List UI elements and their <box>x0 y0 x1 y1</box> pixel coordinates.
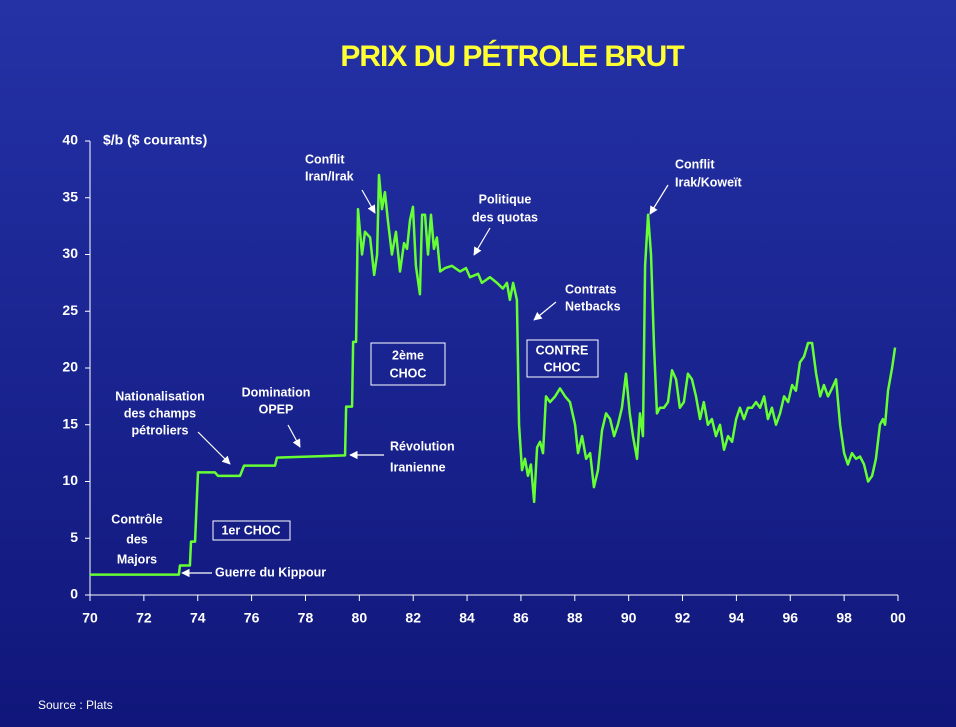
annotation: des quotas <box>472 210 538 224</box>
y-tick-label: 35 <box>62 188 78 204</box>
annotation: Contrats <box>565 282 616 296</box>
annotation: Domination <box>242 385 311 399</box>
y-tick-label: 30 <box>62 245 78 261</box>
annotation: Iran/Irak <box>305 169 354 183</box>
annotation: pétroliers <box>132 423 189 437</box>
annotation: Révolution <box>390 439 455 453</box>
annotation-box <box>370 342 446 386</box>
x-tick-label: 94 <box>729 610 745 626</box>
x-tick-label: 80 <box>352 610 368 626</box>
annotation: CHOC <box>390 366 427 380</box>
x-tick-label: 78 <box>298 610 314 626</box>
annotation: CONTRE <box>536 343 589 357</box>
price-line <box>90 173 897 576</box>
x-tick-label: 72 <box>136 610 152 626</box>
annotation-arrow <box>361 189 376 214</box>
x-tick-label: 82 <box>405 610 421 626</box>
y-tick-label: 25 <box>62 302 78 318</box>
annotation: Nationalisation <box>115 389 205 403</box>
x-tick-label: 98 <box>836 610 852 626</box>
annotation: Conflit <box>305 152 345 166</box>
y-tick-label: 5 <box>70 529 78 545</box>
annotation: des <box>126 532 148 546</box>
annotation: Netbacks <box>565 299 621 313</box>
x-tick-label: 86 <box>513 610 529 626</box>
y-tick-label: 10 <box>62 472 78 488</box>
annotation: 1er CHOC <box>221 523 280 537</box>
chart-title: PRIX DU PÉTROLE BRUT <box>340 39 684 73</box>
x-tick-label: 00 <box>890 610 906 626</box>
annotation: Conflit <box>675 157 715 171</box>
y-tick-label: 0 <box>70 586 78 602</box>
y-tick-label: 40 <box>62 132 78 148</box>
annotation: Irak/Koweït <box>675 175 743 189</box>
x-tick-label: 90 <box>621 610 637 626</box>
annotation-arrow <box>197 431 231 465</box>
annotation: Guerre du Kippour <box>215 565 326 579</box>
x-tick-label: 74 <box>190 610 206 626</box>
y-axis-label: $/b ($ courants) <box>103 132 207 148</box>
annotation-box <box>212 520 291 541</box>
annotation: Iranienne <box>390 460 446 474</box>
annotation: Contrôle <box>111 512 162 526</box>
x-tick-label: 92 <box>675 610 691 626</box>
annotation: OPEP <box>259 402 294 416</box>
annotation-arrow <box>533 301 557 321</box>
x-tick-label: 84 <box>459 610 475 626</box>
annotation-box <box>526 339 599 378</box>
x-tick-label: 76 <box>244 610 260 626</box>
annotation-arrow <box>649 184 669 215</box>
y-tick-label: 20 <box>62 359 78 375</box>
source: Source : Plats <box>38 698 113 712</box>
annotation-arrow <box>287 424 301 448</box>
annotation-arrow <box>473 227 491 256</box>
x-tick-label: 70 <box>82 610 98 626</box>
annotation: des champs <box>124 406 196 420</box>
x-tick-label: 88 <box>567 610 583 626</box>
annotation: CHOC <box>544 360 581 374</box>
y-tick-label: 15 <box>62 415 78 431</box>
annotation: Majors <box>117 552 157 566</box>
annotation: 2ème <box>392 348 424 362</box>
annotation: Politique <box>479 192 532 206</box>
x-tick-label: 96 <box>782 610 798 626</box>
